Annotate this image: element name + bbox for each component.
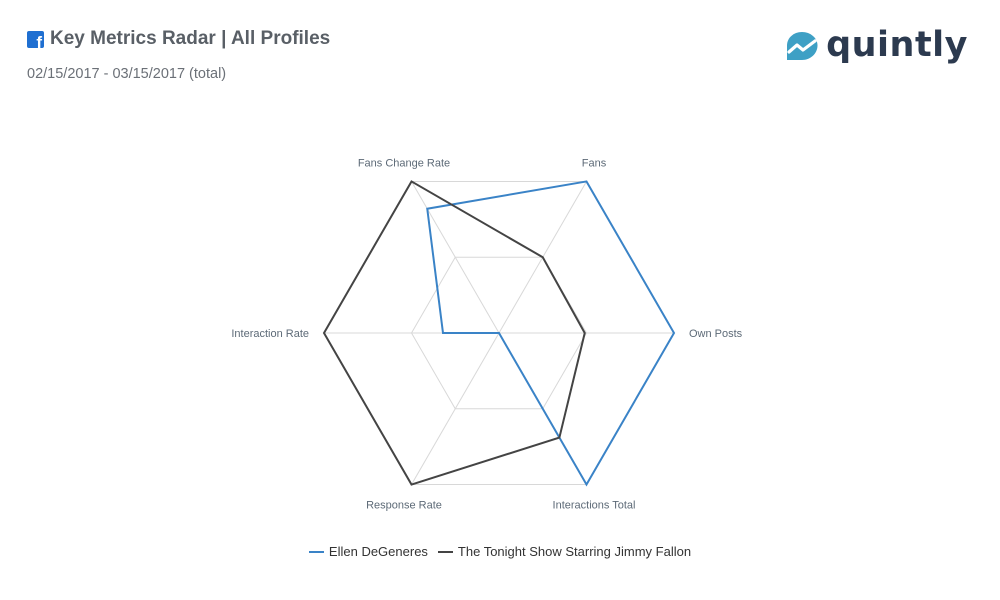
brand-logo: quintly — [786, 28, 968, 63]
title-row: f Key Metrics Radar | All Profiles — [27, 28, 330, 50]
axis-label: Interactions Total — [553, 500, 636, 512]
legend-label: Ellen DeGeneres — [328, 544, 428, 559]
axis-label: Fans — [582, 157, 607, 169]
series-line — [426, 180, 676, 487]
chart-legend: Ellen DeGeneres The Tonight Show Starring… — [0, 544, 1000, 559]
facebook-icon: f — [27, 30, 44, 48]
axis-label: Fans Change Rate — [358, 157, 450, 169]
legend-item[interactable]: Ellen DeGeneres — [308, 544, 428, 559]
brand-name: quintly — [826, 25, 968, 65]
legend-swatch — [308, 550, 324, 553]
axis-spoke — [411, 181, 500, 334]
legend-swatch — [437, 550, 453, 553]
quintly-logo-icon — [787, 31, 818, 60]
chart-title: Key Metrics Radar | All Profiles — [50, 28, 331, 49]
axis-spoke — [411, 332, 500, 485]
series-line — [322, 180, 586, 486]
date-range: 02/15/2017 - 03/15/2017 (total) — [27, 66, 227, 82]
chart-header: f Key Metrics Radar | All Profiles 02/15… — [27, 28, 330, 82]
legend-item[interactable]: The Tonight Show Starring Jimmy Fallon — [437, 544, 692, 559]
axis-label: Response Rate — [366, 500, 442, 512]
axis-label: Interaction Rate — [231, 328, 309, 340]
legend-label: The Tonight Show Starring Jimmy Fallon — [457, 544, 692, 559]
axis-label: Own Posts — [689, 328, 743, 340]
